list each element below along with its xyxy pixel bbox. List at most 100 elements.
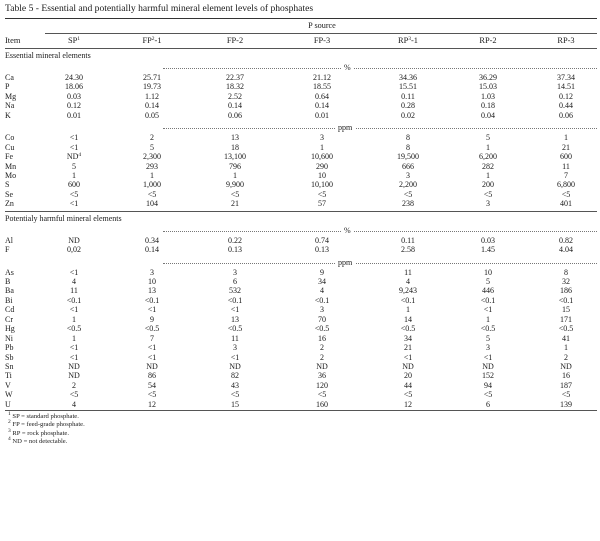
value-cell: 13 bbox=[231, 314, 239, 324]
value-cell: 2 bbox=[320, 343, 324, 353]
table-row: Se <5 <5 <5 <5 <5 <5 <5 bbox=[5, 190, 597, 199]
footnote-number: 3 bbox=[8, 427, 11, 434]
row-label: B bbox=[5, 277, 11, 286]
value-cell: 0.64 bbox=[315, 91, 329, 101]
value-cell: 0.12 bbox=[67, 101, 81, 111]
value-cell: 160 bbox=[316, 399, 328, 409]
value-cell: 21.12 bbox=[313, 73, 331, 82]
value-cell: 94 bbox=[484, 380, 492, 390]
value-cell: 2.52 bbox=[228, 91, 242, 101]
value-cell: 120 bbox=[316, 380, 328, 390]
table-row: Hg <0.5 <0.5 <0.5 <0.5 <0.5 <0.5 <0.5 bbox=[5, 324, 597, 333]
footnote-marker: 3 bbox=[408, 36, 411, 42]
footnote: 2 FP = feed-grade phosphate. bbox=[8, 419, 85, 429]
value-cell: 20 bbox=[404, 371, 412, 381]
value-cell: 0.14 bbox=[145, 245, 159, 255]
value-cell: 6 bbox=[486, 399, 490, 409]
row-label: Pb bbox=[5, 343, 14, 353]
unit-leader bbox=[163, 230, 597, 232]
bottom-rule bbox=[5, 410, 597, 412]
value-cell: <0.1 bbox=[314, 295, 330, 305]
table-row: Mn 5 293 796 290 666 282 11 bbox=[5, 162, 597, 171]
footnote: 1 SP = standard phosphate. bbox=[8, 411, 79, 421]
table-row: F 0,02 0.14 0.13 0.13 2.58 1.45 4.04 bbox=[5, 245, 597, 254]
value-cell: 12 bbox=[404, 399, 412, 409]
value-cell: 13 bbox=[148, 286, 156, 296]
row-label: Co bbox=[5, 133, 15, 143]
unit-leader bbox=[163, 262, 597, 264]
value-cell: 34 bbox=[318, 277, 326, 286]
table-row: Ca 24.30 25.71 22.37 21.12 34.36 36.29 37.34 bbox=[5, 73, 597, 82]
value-cell: 21 bbox=[404, 343, 412, 353]
row-label: Mn bbox=[5, 161, 17, 171]
section-title: Potentialy harmful mineral elements bbox=[5, 213, 122, 223]
value-cell: 446 bbox=[482, 286, 494, 296]
row-label: F bbox=[5, 245, 10, 255]
value-cell: <0.5 bbox=[400, 324, 416, 334]
table-row: Ni 1 7 11 16 34 5 41 bbox=[5, 334, 597, 343]
row-label: Cd bbox=[5, 305, 15, 315]
value-cell: 0.02 bbox=[401, 110, 415, 120]
value-cell: 3 bbox=[406, 170, 410, 180]
value-cell: 0.14 bbox=[145, 101, 159, 111]
row-label: Ba bbox=[5, 286, 14, 296]
value-cell: ND bbox=[482, 361, 494, 371]
value-cell: <0.5 bbox=[227, 324, 243, 334]
row-label: W bbox=[5, 390, 13, 400]
harmful-section: Potentialy harmful mineral elements% Al ND… bbox=[5, 212, 597, 409]
row-label: Ni bbox=[5, 333, 13, 343]
value-cell: <0.5 bbox=[144, 324, 160, 334]
value-cell: 12 bbox=[148, 399, 156, 409]
value-cell: 13 bbox=[231, 133, 239, 143]
value-cell: <1 bbox=[69, 199, 79, 209]
value-cell: 3 bbox=[486, 199, 490, 209]
value-cell: 1.12 bbox=[145, 91, 159, 101]
value-cell: ND bbox=[68, 235, 80, 245]
row-label: Se bbox=[5, 189, 13, 199]
value-cell: 104 bbox=[146, 199, 158, 209]
value-cell: 5 bbox=[486, 277, 490, 286]
value-cell: 11 bbox=[231, 333, 239, 343]
unit-leader bbox=[163, 68, 597, 69]
row-label: Al bbox=[5, 235, 13, 245]
value-cell: <1 bbox=[69, 133, 79, 143]
value-cell: <5 bbox=[403, 390, 413, 400]
value-cell: 3 bbox=[486, 343, 490, 353]
value-cell: 0.04 bbox=[481, 110, 495, 120]
value-cell: 3 bbox=[233, 267, 237, 277]
table-row: V 2 54 43 120 44 94 187 bbox=[5, 381, 597, 390]
row-label: V bbox=[5, 380, 11, 390]
value-cell: 6,200 bbox=[479, 152, 497, 162]
table-row: P 18.06 19.73 18.32 18.55 15.51 15.03 14.51 bbox=[5, 82, 597, 91]
unit-label: % bbox=[341, 225, 354, 236]
value-cell: 2.58 bbox=[401, 245, 415, 255]
value-cell: 1 bbox=[486, 170, 490, 180]
column-header: FP-3 bbox=[313, 36, 331, 45]
section-title: Essential mineral elements bbox=[5, 51, 91, 60]
top-rule bbox=[5, 18, 597, 19]
value-cell: <1 bbox=[69, 352, 79, 362]
value-cell: 18.32 bbox=[226, 82, 244, 92]
value-cell: <5 bbox=[561, 189, 571, 199]
value-cell: 2 bbox=[320, 352, 324, 362]
value-cell: 0.14 bbox=[228, 101, 242, 111]
value-cell: 2,300 bbox=[143, 152, 161, 162]
row-label: As bbox=[5, 267, 14, 277]
table-row: Bi <0.1 <0.1 <0.1 <0.1 <0.1 <0.1 <0.1 bbox=[5, 296, 597, 305]
value-cell: 36.29 bbox=[479, 73, 497, 82]
value-cell: 0.11 bbox=[401, 91, 415, 101]
value-cell: ND bbox=[229, 361, 241, 371]
value-cell: 0,02 bbox=[67, 245, 81, 255]
table-row: Ba 11 13 532 4 9,243 446 186 bbox=[5, 286, 597, 295]
table-row: Cr 1 9 13 70 14 1 171 bbox=[5, 315, 597, 324]
value-cell: <5 bbox=[147, 390, 157, 400]
value-cell: 600 bbox=[560, 152, 572, 162]
value-cell: 16 bbox=[318, 333, 326, 343]
value-cell: 18 bbox=[231, 142, 239, 152]
row-label: Ti bbox=[5, 371, 12, 381]
unit-row: % bbox=[5, 225, 597, 236]
row-label: Cr bbox=[5, 314, 13, 324]
value-cell: 152 bbox=[482, 371, 494, 381]
column-header: SP1 bbox=[67, 36, 81, 45]
value-cell: 4 bbox=[72, 399, 76, 409]
